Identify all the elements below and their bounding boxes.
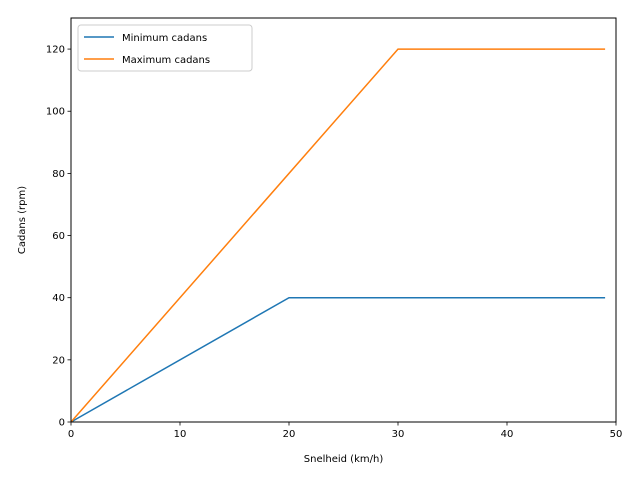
plot-frame — [70, 17, 617, 423]
x-axis-label: Snelheid (km/h) — [304, 454, 384, 465]
y-tick-label: 80 — [52, 169, 65, 180]
y-tick-label: 40 — [52, 293, 65, 304]
y-tick-label: 100 — [46, 107, 65, 118]
legend-label: Minimum cadans — [122, 33, 207, 44]
series-line-0 — [70, 296, 606, 423]
y-tick-label: 120 — [46, 45, 65, 56]
x-tick-label: 50 — [610, 429, 623, 440]
plot-lines — [70, 48, 606, 423]
y-tick-label: 0 — [59, 418, 65, 429]
y-tick-label: 60 — [52, 231, 65, 242]
x-tick-label: 30 — [392, 429, 405, 440]
y-tick-label: 20 — [52, 355, 65, 366]
series-line-1 — [70, 48, 606, 423]
x-tick-label: 10 — [174, 429, 187, 440]
x-tick-label: 40 — [501, 429, 514, 440]
x-tick-label: 0 — [68, 429, 74, 440]
y-axis-ticks: 0 20 40 60 80 100 120 — [46, 45, 71, 429]
x-tick-label: 20 — [283, 429, 296, 440]
legend-box — [77, 24, 253, 72]
x-axis-ticks: 0 10 20 30 40 50 — [68, 422, 623, 440]
y-axis-label: Cadans (rpm) — [17, 186, 28, 254]
legend: Minimum cadans Maximum cadans — [77, 24, 253, 72]
legend-label: Maximum cadans — [122, 55, 210, 66]
